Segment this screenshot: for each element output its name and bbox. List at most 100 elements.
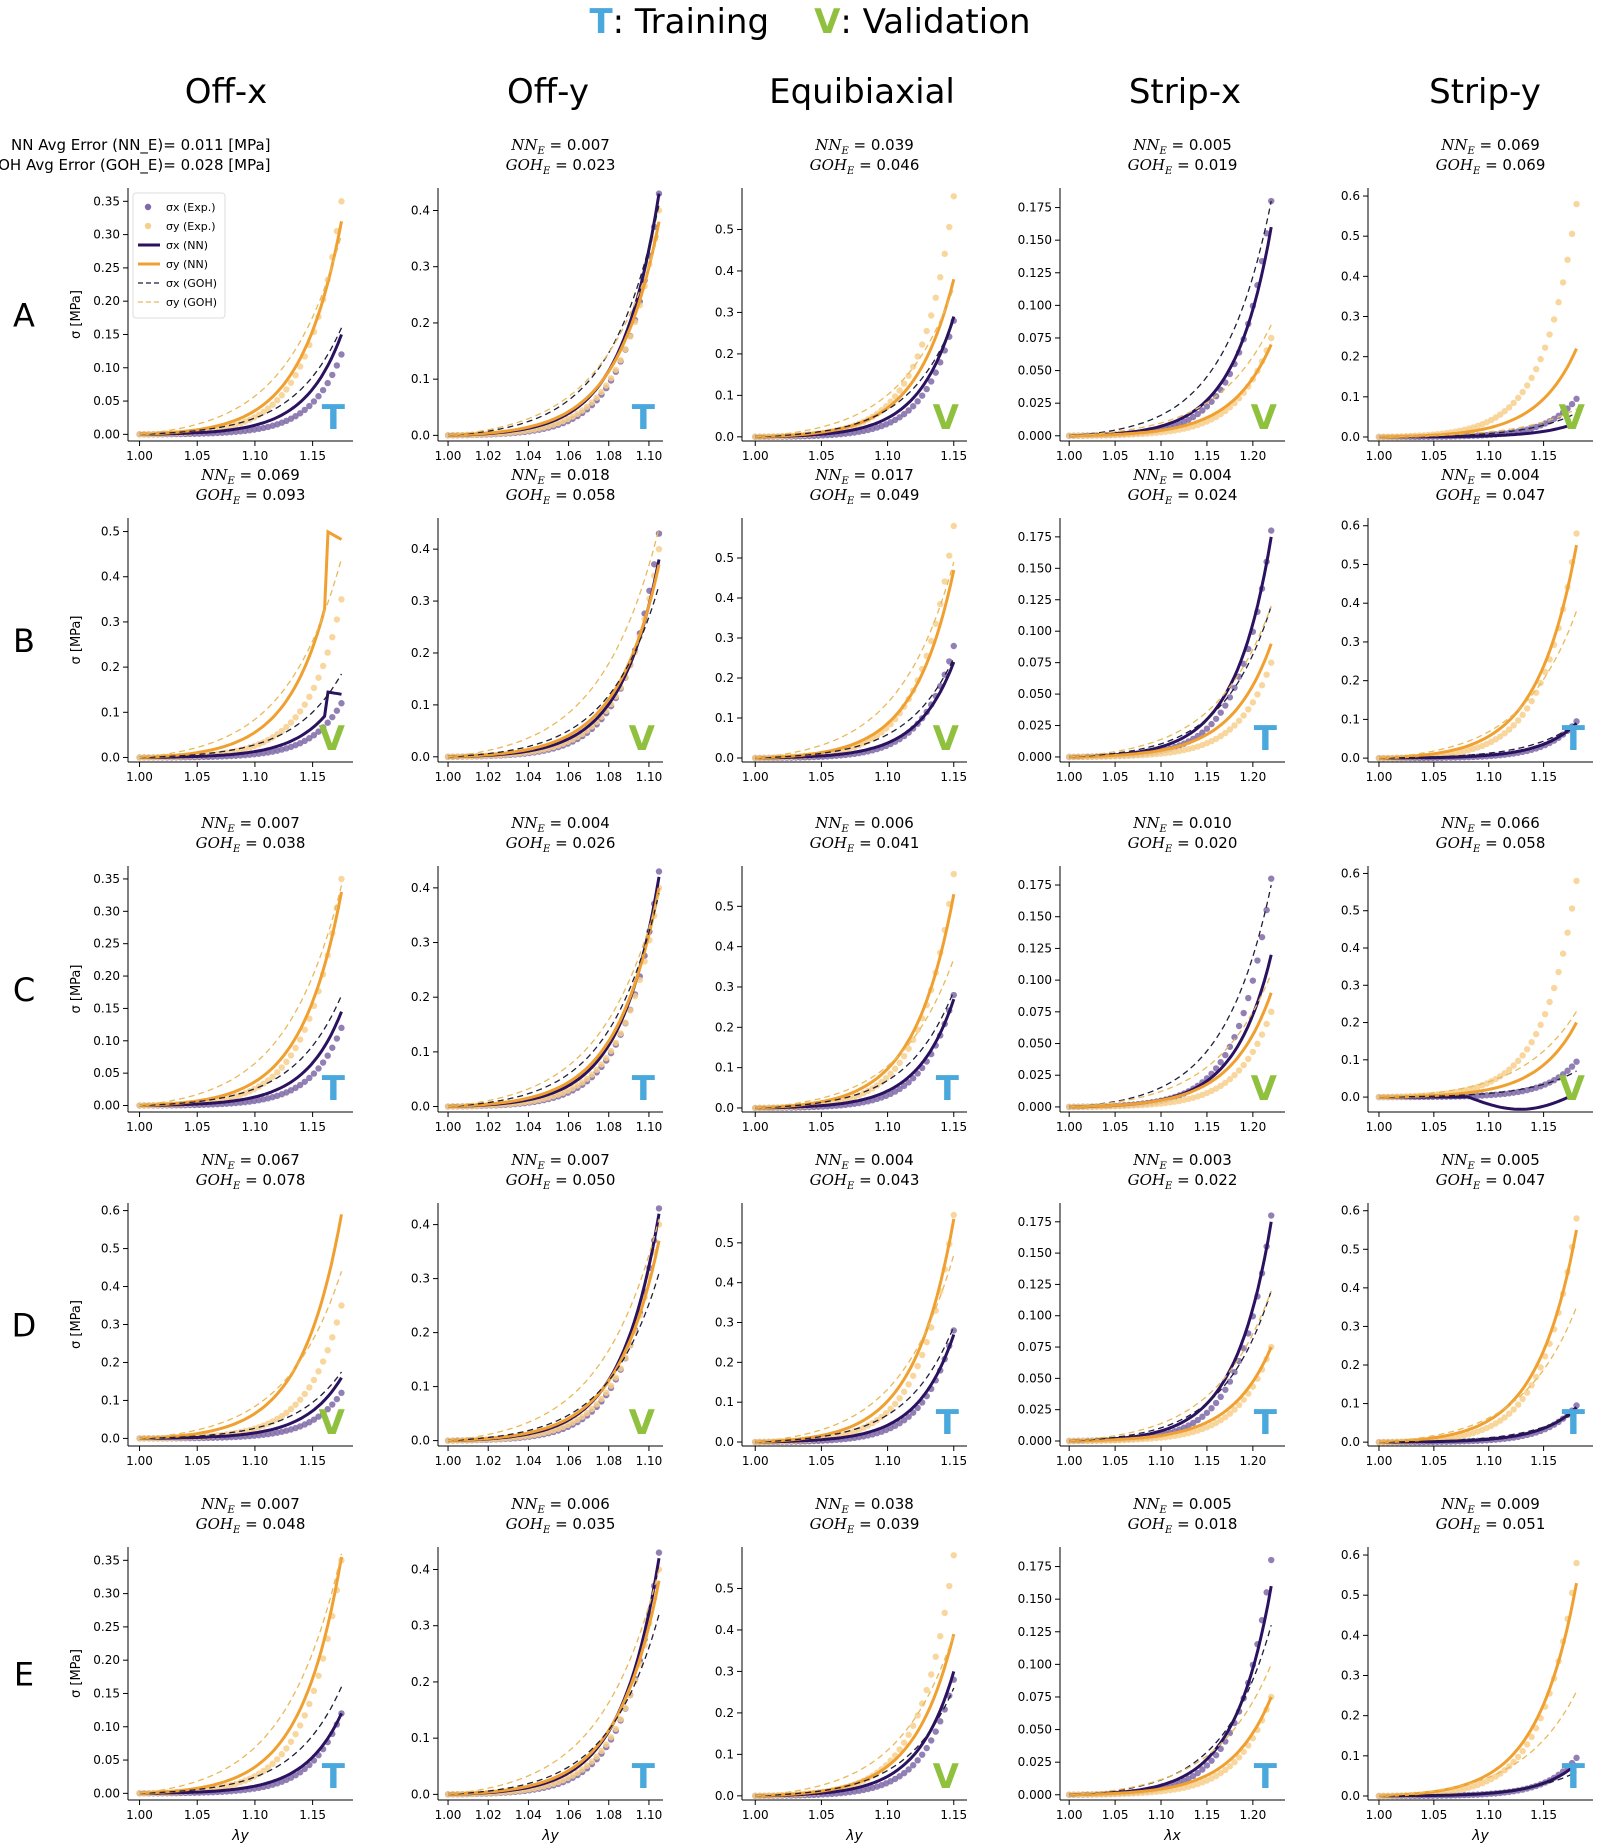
exp-point-x xyxy=(1226,694,1234,701)
y-tick-label: 0.175 xyxy=(1018,530,1052,544)
y-tick-label: 0.150 xyxy=(1018,1246,1052,1260)
exp-point-y xyxy=(579,1079,586,1086)
x-axis-label: λy xyxy=(1471,1828,1489,1844)
exp-point-y xyxy=(1550,984,1558,992)
y-tick-label: 0.1 xyxy=(101,705,120,719)
exp-point-y xyxy=(283,386,290,393)
nn-error-label: NNE = 0.004 xyxy=(1440,466,1540,487)
x-tick-label: 1.20 xyxy=(1239,1808,1266,1822)
plot-area xyxy=(1065,527,1275,761)
exp-point-y xyxy=(559,1776,567,1784)
exp-point-x xyxy=(315,1065,322,1072)
y-tick-label: 0.1 xyxy=(1341,1749,1360,1763)
exp-point-y xyxy=(1510,722,1517,729)
exp-point-y xyxy=(923,327,930,335)
exp-point-y xyxy=(593,394,600,401)
exp-point-y xyxy=(1217,1082,1224,1090)
exp-point-x xyxy=(900,1769,908,1777)
exp-point-x xyxy=(1194,410,1201,418)
exp-point-y xyxy=(283,1058,290,1066)
row-label: B xyxy=(13,622,35,660)
y-tick-label: 0.5 xyxy=(1341,229,1360,243)
mode-badge: T xyxy=(632,1069,656,1109)
exp-point-y xyxy=(274,1069,281,1076)
series-line-σy (NN) xyxy=(755,893,956,1110)
y-tick-label: 0.3 xyxy=(411,1272,430,1286)
exp-point-x xyxy=(1245,994,1252,1002)
exp-point-y xyxy=(937,1633,944,1640)
y-tick-label: 0.050 xyxy=(1018,687,1052,701)
exp-point-y xyxy=(900,1388,908,1395)
x-tick-label: 1.00 xyxy=(1056,1808,1083,1822)
y-tick-label: 0.0 xyxy=(411,750,430,764)
plot-area xyxy=(752,522,957,762)
y-tick-label: 0.100 xyxy=(1018,1309,1052,1323)
x-tick-label: 1.06 xyxy=(555,1808,582,1822)
y-tick-label: 0.35 xyxy=(93,1553,120,1567)
column-title: Off-x xyxy=(185,72,268,112)
goh-error-label: GOHE = 0.019 xyxy=(1128,156,1238,177)
nn-error-value: 0.007 xyxy=(567,136,610,154)
exp-point-y xyxy=(923,1338,930,1346)
exp-point-y xyxy=(905,1381,912,1388)
exp-point-x xyxy=(319,386,327,394)
goh-error-label: GOHE = 0.041 xyxy=(810,834,920,855)
exp-point-y xyxy=(1268,659,1275,666)
series-line-σx (NN) xyxy=(447,876,661,1108)
y-tick-label: 0.00 xyxy=(93,427,120,441)
plot-area xyxy=(1065,1556,1275,1798)
x-axis-label: λy xyxy=(845,1828,863,1844)
exp-point-y xyxy=(1505,1410,1513,1417)
exp-point-y xyxy=(882,1409,890,1417)
nn-error-label: NNE = 0.005 xyxy=(1440,1151,1540,1172)
exp-point-x xyxy=(1189,1772,1197,1780)
x-tick-label: 1.02 xyxy=(475,1454,502,1468)
x-tick-label: 1.05 xyxy=(1420,1120,1447,1134)
exp-point-x xyxy=(928,378,935,385)
goh-error-value: 0.018 xyxy=(1194,1515,1237,1533)
y-tick-label: 0.4 xyxy=(101,1280,120,1294)
x-tick-label: 1.00 xyxy=(742,1808,769,1822)
nn-error-value: 0.009 xyxy=(1497,1495,1540,1513)
plot-area xyxy=(1065,875,1275,1111)
series-line-σy (GOH) xyxy=(447,1569,660,1796)
series-line-σy (GOH) xyxy=(1378,610,1578,759)
exp-point-y xyxy=(296,363,304,370)
x-tick-label: 1.15 xyxy=(1194,449,1221,463)
exp-point-y xyxy=(1245,706,1252,713)
y-tick-label: 0.30 xyxy=(93,228,120,242)
x-tick-label: 1.04 xyxy=(515,1808,542,1822)
exp-point-x xyxy=(1217,1059,1224,1066)
exp-point-y xyxy=(574,1769,581,1776)
exp-point-y xyxy=(1497,733,1504,740)
exp-point-x xyxy=(1199,1413,1206,1420)
x-tick-label: 1.00 xyxy=(126,1454,153,1468)
x-tick-label: 1.10 xyxy=(1475,1808,1502,1822)
exp-point-y xyxy=(574,1082,581,1089)
y-tick-label: 0.0 xyxy=(715,1789,734,1803)
y-tick-label: 0.150 xyxy=(1018,233,1052,247)
exp-point-x xyxy=(338,351,345,358)
exp-point-x xyxy=(333,707,341,714)
exp-point-y xyxy=(612,1725,620,1733)
series-line-σy (GOH) xyxy=(447,1219,660,1442)
plot-area xyxy=(1065,1212,1275,1445)
x-tick-label: 1.15 xyxy=(940,1808,967,1822)
exp-point-x xyxy=(1222,702,1229,709)
exp-point-x xyxy=(923,385,930,393)
y-tick-label: 0.175 xyxy=(1018,1560,1052,1574)
y-tick-label: 0.025 xyxy=(1018,719,1052,733)
x-tick-label: 1.02 xyxy=(475,449,502,463)
series-line-σx (GOH) xyxy=(755,1326,955,1443)
exp-point-y xyxy=(1245,1055,1252,1063)
x-tick-label: 1.15 xyxy=(940,1120,967,1134)
x-tick-label: 1.02 xyxy=(475,1808,502,1822)
exp-point-y xyxy=(324,649,331,656)
x-tick-label: 1.10 xyxy=(1148,449,1175,463)
exp-point-y xyxy=(1268,1008,1275,1016)
legend-label: σx (Exp.) xyxy=(166,201,216,214)
exp-point-y xyxy=(319,662,327,670)
